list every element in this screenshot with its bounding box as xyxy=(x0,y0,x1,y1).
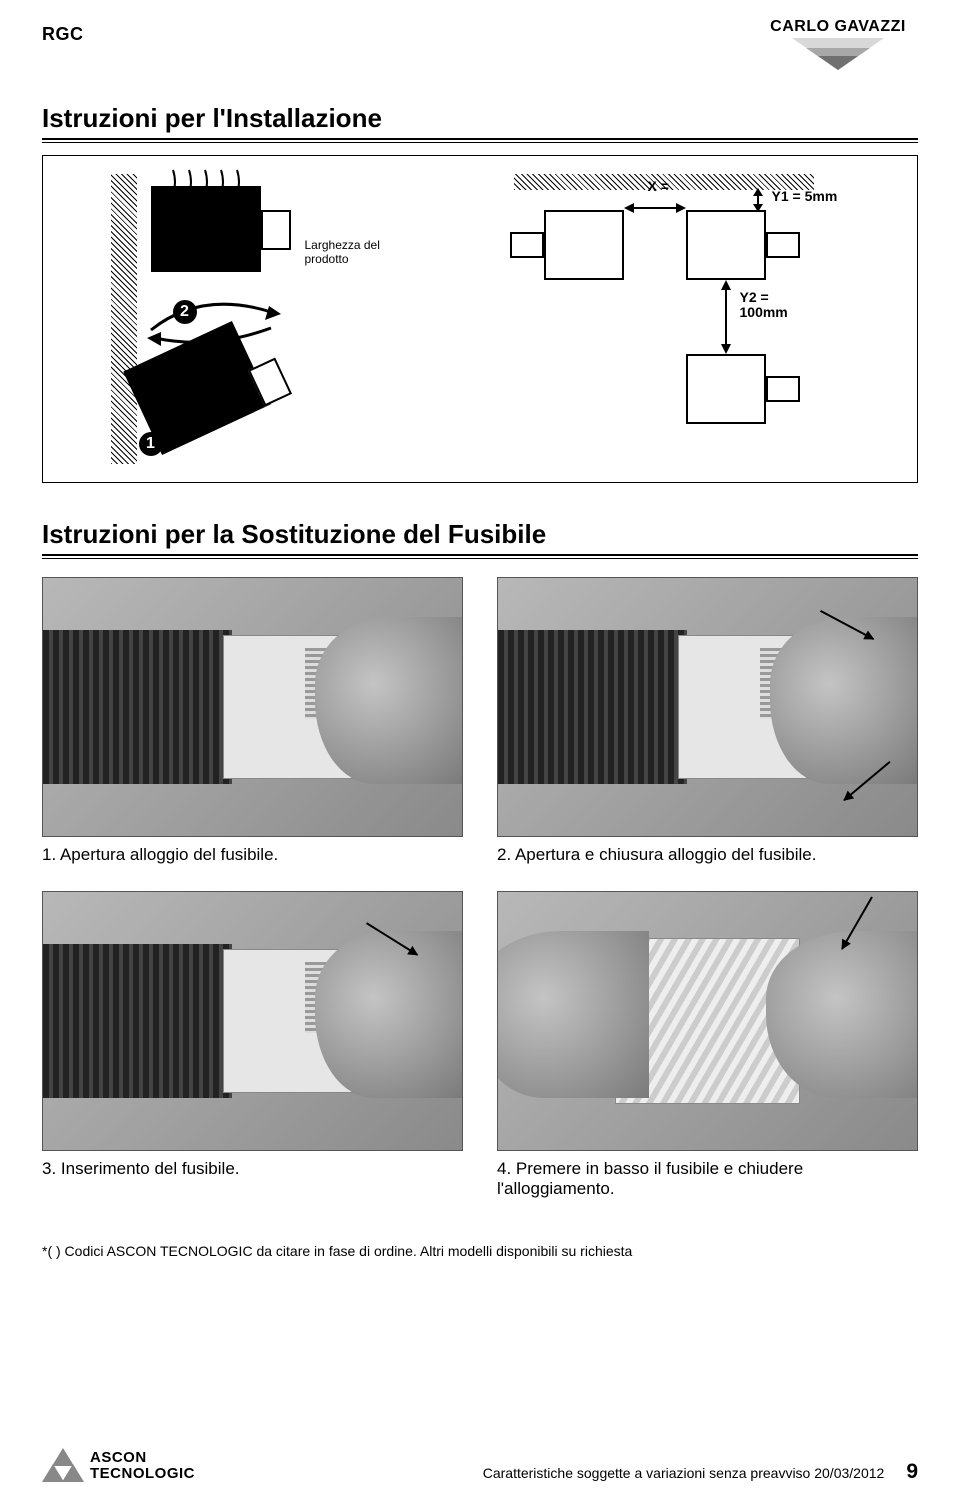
module-shape xyxy=(151,186,261,272)
module-outline xyxy=(766,376,800,402)
heat-waves-icon xyxy=(167,168,267,198)
divider xyxy=(42,558,918,559)
page-number: 9 xyxy=(906,1460,918,1484)
heatsink-graphic xyxy=(43,630,232,785)
footer-brand-line1: ASCON xyxy=(90,1450,195,1466)
fuse-photo-2 xyxy=(497,577,918,837)
module-outline xyxy=(544,210,624,280)
hand-graphic xyxy=(770,617,917,785)
dimension-y2-arrow xyxy=(718,280,734,354)
dimension-x-label: X = xyxy=(648,178,669,194)
module-shape xyxy=(261,210,291,250)
page-footer: ASCON TECNOLOGIC Caratteristiche soggett… xyxy=(42,1448,918,1484)
module-outline xyxy=(510,232,544,258)
footer-logo: ASCON TECNOLOGIC xyxy=(42,1448,195,1484)
divider xyxy=(42,142,918,143)
fuse-photo-3 xyxy=(42,891,463,1151)
rotation-arrow-icon xyxy=(141,284,291,354)
caption-1: 1. Apertura alloggio del fusibile. xyxy=(42,845,463,865)
hand-graphic xyxy=(497,931,649,1099)
module-outline xyxy=(766,232,800,258)
installation-diagram: 2 1 Larghezza del prodotto X = xyxy=(42,155,918,483)
hand-graphic xyxy=(315,931,462,1099)
brand-name: CARLO GAVAZZI xyxy=(758,18,918,36)
logo-triangle-icon xyxy=(818,56,858,70)
section-title-installation: Istruzioni per l'Installazione xyxy=(42,103,918,134)
dimension-x-arrow xyxy=(624,198,686,218)
dimension-y1-arrow xyxy=(750,188,766,212)
brand-logo: CARLO GAVAZZI xyxy=(758,18,918,70)
footer-disclaimer: Caratteristiche soggette a variazioni se… xyxy=(483,1465,885,1481)
module-outline xyxy=(686,210,766,280)
hand-graphic xyxy=(315,617,462,785)
caption-2: 2. Apertura e chiusura alloggio del fusi… xyxy=(497,845,918,865)
heatsink-graphic xyxy=(498,630,687,785)
caption-3: 3. Inserimento del fusibile. xyxy=(42,1159,463,1199)
heatsink-graphic xyxy=(43,944,232,1099)
wall-hatch xyxy=(111,174,137,464)
step-marker-1: 1 xyxy=(139,432,163,456)
divider xyxy=(42,138,918,140)
dimension-y2-label: Y2 = 100mm xyxy=(740,290,800,321)
section-title-fuse: Istruzioni per la Sostituzione del Fusib… xyxy=(42,519,918,550)
width-label: Larghezza del prodotto xyxy=(305,238,405,267)
footnote: *( ) Codici ASCON TECNOLOGIC da citare i… xyxy=(42,1243,918,1259)
divider xyxy=(42,554,918,556)
mounting-diagram: 2 1 Larghezza del prodotto xyxy=(87,174,407,464)
footer-brand-line2: TECNOLOGIC xyxy=(90,1466,195,1482)
photo-row-2 xyxy=(42,891,918,1151)
dimension-y1-label: Y1 = 5mm xyxy=(772,188,838,204)
spacing-diagram: X = Y1 = 5mm Y2 = 100mm xyxy=(454,174,874,464)
ascon-triangle-icon xyxy=(42,1448,84,1484)
caption-4: 4. Premere in basso il fusibile e chiude… xyxy=(497,1159,918,1199)
module-outline xyxy=(686,354,766,424)
step-marker-2: 2 xyxy=(173,300,197,324)
fuse-photo-4 xyxy=(497,891,918,1151)
footer-brand-text: ASCON TECNOLOGIC xyxy=(90,1450,195,1482)
fuse-photo-1 xyxy=(42,577,463,837)
hand-graphic xyxy=(766,931,918,1099)
photo-row-1 xyxy=(42,577,918,837)
